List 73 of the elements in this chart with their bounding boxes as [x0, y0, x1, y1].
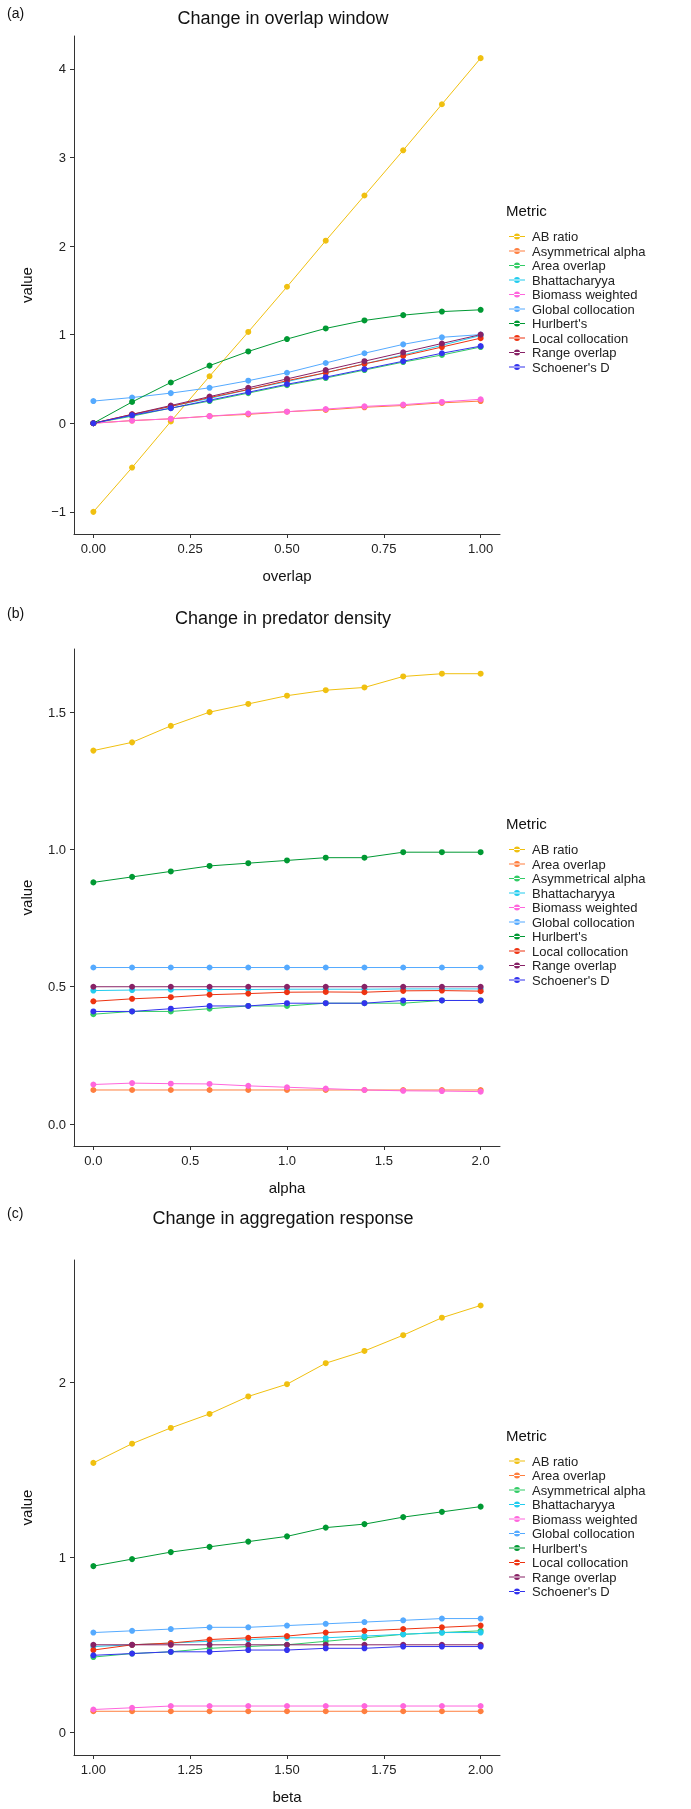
x-tick-label: 1.50 [274, 1762, 300, 1777]
chart-title: Change in overlap window [177, 8, 390, 28]
legend-label: Global collocation [532, 914, 635, 930]
x-tick-label: 0.5 [181, 1153, 200, 1168]
text: (a) [7, 5, 25, 21]
text: (c) [7, 1205, 24, 1221]
x-tick-label: 0.25 [177, 541, 203, 556]
chart-title: Change in aggregation response [152, 1208, 414, 1228]
x-tick-label: 1.0 [277, 1153, 297, 1168]
y-tick-label: −1 [51, 504, 66, 520]
legend-label: Area overlap [532, 856, 606, 872]
legend-label: Area overlap [532, 258, 606, 273]
y-tick-label: 1 [58, 327, 66, 343]
legend-label: Local collocation [532, 1555, 629, 1570]
legend-label: Biomass weighted [532, 900, 638, 915]
legend-label: Schoener's D [532, 359, 610, 375]
x-tick-label: 2.00 [467, 1762, 494, 1777]
legend-label: Local collocation [532, 943, 629, 959]
x-tick-label: 0.0 [84, 1153, 103, 1168]
legend-label: Schoener's D [532, 1584, 610, 1599]
x-tick-label: 2.0 [471, 1153, 490, 1168]
legend-title: Metric [506, 1426, 548, 1444]
y-axis-title: value [18, 879, 35, 916]
y-tick-label: 3 [58, 149, 66, 165]
x-tick-label: 1.75 [371, 1762, 397, 1777]
legend-title: Metric [506, 815, 548, 832]
legend-label: Bhattacharyya [532, 885, 616, 901]
legend-label: Range overlap [532, 345, 617, 360]
y-tick-label: 2 [58, 238, 66, 254]
legend-label: Asymmetrical alpha [532, 871, 647, 886]
legend-label: Asymmetrical alpha [532, 1482, 647, 1498]
legend-label: Local collocation [532, 330, 629, 346]
y-tick-label: 2 [58, 1374, 66, 1390]
y-tick-label: 0.0 [47, 1116, 66, 1132]
x-tick-label: 0.00 [80, 541, 107, 556]
legend-title: Metric [506, 202, 548, 219]
legend-label: Global collocation [532, 301, 635, 317]
x-axis-title: alpha [268, 1179, 307, 1196]
x-tick-label: 0.75 [371, 541, 397, 556]
y-tick-label: 0 [58, 415, 66, 431]
legend-label: Range overlap [532, 958, 617, 973]
x-axis-title: overlap [262, 567, 312, 584]
legend-label: AB ratio [532, 842, 579, 857]
x-tick-label: 1.00 [467, 541, 494, 556]
x-tick-label: 1.25 [177, 1762, 203, 1777]
y-tick-label: 1.5 [47, 704, 66, 720]
legend-label: Asymmetrical alpha [532, 243, 647, 259]
y-tick-label: 0 [58, 1724, 66, 1740]
legend-label: AB ratio [532, 1453, 579, 1469]
y-axis-title: value [18, 267, 35, 303]
legend-label: Global collocation [532, 1526, 635, 1541]
x-tick-label: 1.5 [374, 1153, 393, 1168]
legend-label: Hurlbert's [532, 929, 588, 944]
x-axis-title: beta [272, 1788, 303, 1805]
legend-label: Bhattacharyya [532, 1497, 616, 1512]
y-axis-title: value [18, 1489, 35, 1526]
chart-title: Change in predator density [174, 608, 392, 628]
text: (b) [7, 605, 25, 621]
legend-label: AB ratio [532, 229, 579, 244]
y-tick-label: 4 [58, 61, 66, 77]
legend-label: Bhattacharyya [532, 272, 616, 288]
legend-label: Range overlap [532, 1569, 617, 1585]
legend-label: Schoener's D [532, 972, 610, 988]
legend-label: Hurlbert's [532, 1540, 588, 1556]
x-tick-label: 0.50 [274, 541, 300, 556]
legend-label: Hurlbert's [532, 316, 588, 331]
legend-label: Biomass weighted [532, 287, 638, 302]
y-tick-label: 1 [58, 1549, 66, 1565]
legend-label: Biomass weighted [532, 1511, 638, 1527]
y-tick-label: 1.0 [47, 841, 66, 857]
x-tick-label: 1.00 [80, 1762, 107, 1777]
y-tick-label: 0.5 [47, 979, 66, 995]
legend-label: Area overlap [532, 1468, 606, 1483]
